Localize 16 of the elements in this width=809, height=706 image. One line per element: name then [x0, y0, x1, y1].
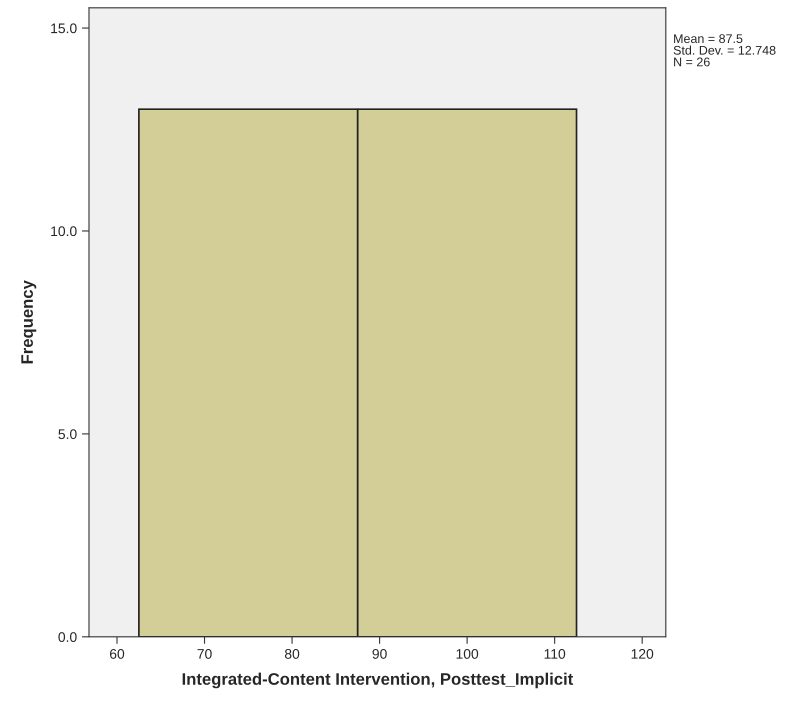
y-tick-label: 15.0: [51, 23, 77, 34]
x-tick-label: 100: [456, 648, 478, 659]
x-axis-title: Integrated-Content Intervention, Posttest_Implicit: [182, 672, 574, 688]
y-tick-label: 10.0: [51, 226, 77, 236]
x-tick-label: 70: [198, 648, 212, 659]
y-axis-title: Frequency: [21, 280, 36, 364]
x-tick-label: 90: [372, 648, 387, 659]
text: Std. Dev. = 12.748: [674, 46, 776, 55]
text: N = 26: [674, 58, 710, 66]
x-tick-label: 80: [284, 648, 300, 659]
y-tick-label: 5.0: [58, 429, 77, 440]
text: Mean = 87.5: [674, 34, 742, 44]
x-tick-label: 60: [110, 648, 124, 659]
x-tick-label: 110: [544, 648, 566, 659]
y-tick-label: 0.0: [58, 632, 77, 642]
x-tick-label: 120: [632, 648, 654, 659]
